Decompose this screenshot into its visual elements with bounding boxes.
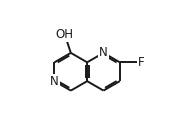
Text: OH: OH bbox=[56, 28, 74, 41]
Text: N: N bbox=[99, 46, 108, 59]
Text: F: F bbox=[138, 56, 145, 69]
Text: N: N bbox=[50, 75, 59, 88]
